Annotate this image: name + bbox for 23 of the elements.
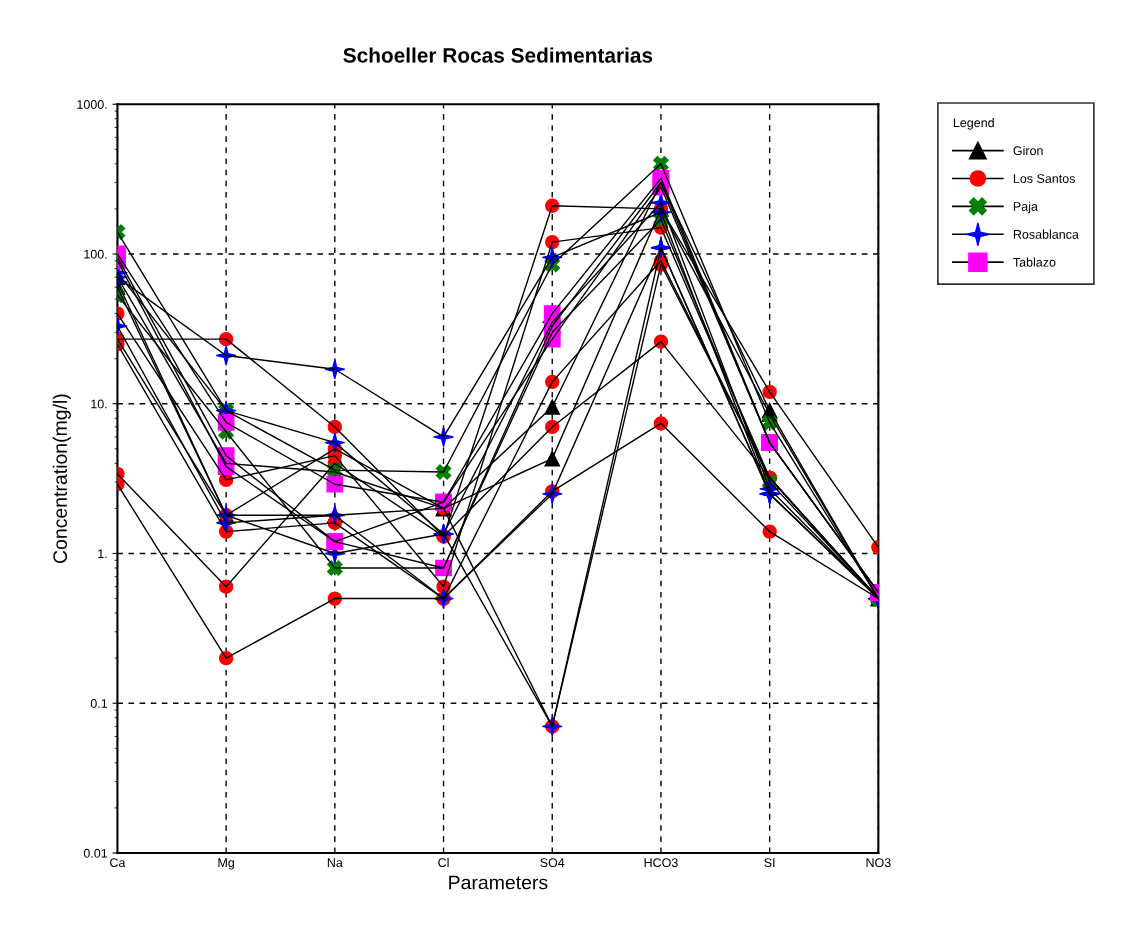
x-tick-label: SO4 <box>540 858 565 868</box>
y-tick-label: 1. <box>98 549 107 559</box>
y-tick-label: 100. <box>84 249 107 259</box>
x-tick-label: Cl <box>438 857 449 868</box>
legend-label: Giron <box>1013 145 1043 156</box>
x-tick-label: HCO3 <box>644 858 678 868</box>
chart-title: Schoeller Rocas Sedimentarias <box>343 47 653 63</box>
legend-label: Paja <box>1013 201 1038 214</box>
y-axis-title: Concentration(mg/l) <box>52 394 71 563</box>
y-tick-label: 0.01 <box>83 848 108 858</box>
x-tick-label: Mg <box>218 858 234 870</box>
y-tick-label: 0.1 <box>90 699 108 708</box>
legend-label: Rosablanca <box>1013 229 1079 239</box>
x-tick-label: SI <box>764 858 775 868</box>
y-tick-label: 1000. <box>77 100 107 109</box>
legend-label: Los Santos <box>1013 174 1075 183</box>
x-tick-label: Na <box>327 858 343 868</box>
x-axis-title: Parameters <box>449 875 548 890</box>
x-tick-label: NO3 <box>866 858 891 868</box>
legend-label: Tablazo <box>1013 257 1056 267</box>
legend-title: Legend <box>953 117 994 130</box>
x-tick-label: Ca <box>110 858 126 868</box>
y-tick-label: 10. <box>91 399 107 409</box>
